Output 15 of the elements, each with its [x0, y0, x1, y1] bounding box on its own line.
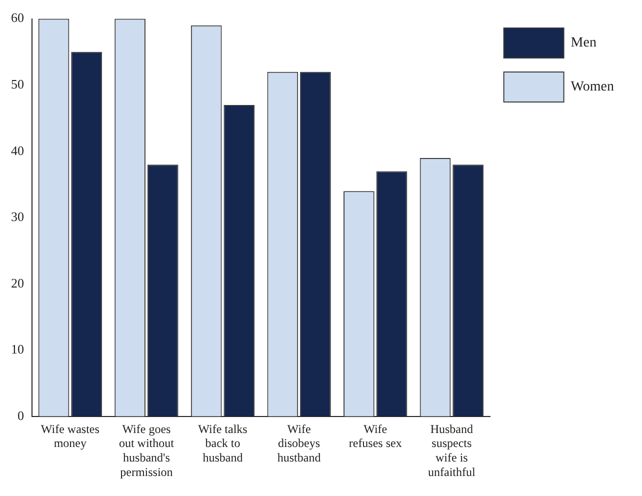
x-tick-label: Wife refuses sex: [348, 422, 402, 450]
x-tick-label: Wife talks back to husband: [198, 422, 248, 465]
x-tick-label: Husband suspects wife is unfaithful: [428, 422, 476, 479]
y-tick-label: 40: [11, 142, 24, 158]
y-tick-label: 0: [18, 408, 24, 423]
legend-label: Women: [570, 80, 614, 95]
x-tick-label: Wife goes out without husband's permission: [118, 422, 175, 479]
x-tick-label: Wife disobeys hustband: [277, 422, 321, 465]
y-tick-label: 30: [11, 209, 24, 224]
y-tick-label: 50: [11, 76, 24, 92]
y-tick-label: 60: [11, 10, 24, 26]
legend-label: Men: [570, 36, 596, 51]
x-tick-label: Wife wastes money: [40, 422, 100, 450]
y-tick-label: 10: [11, 342, 24, 357]
y-tick-label: 20: [11, 275, 24, 290]
